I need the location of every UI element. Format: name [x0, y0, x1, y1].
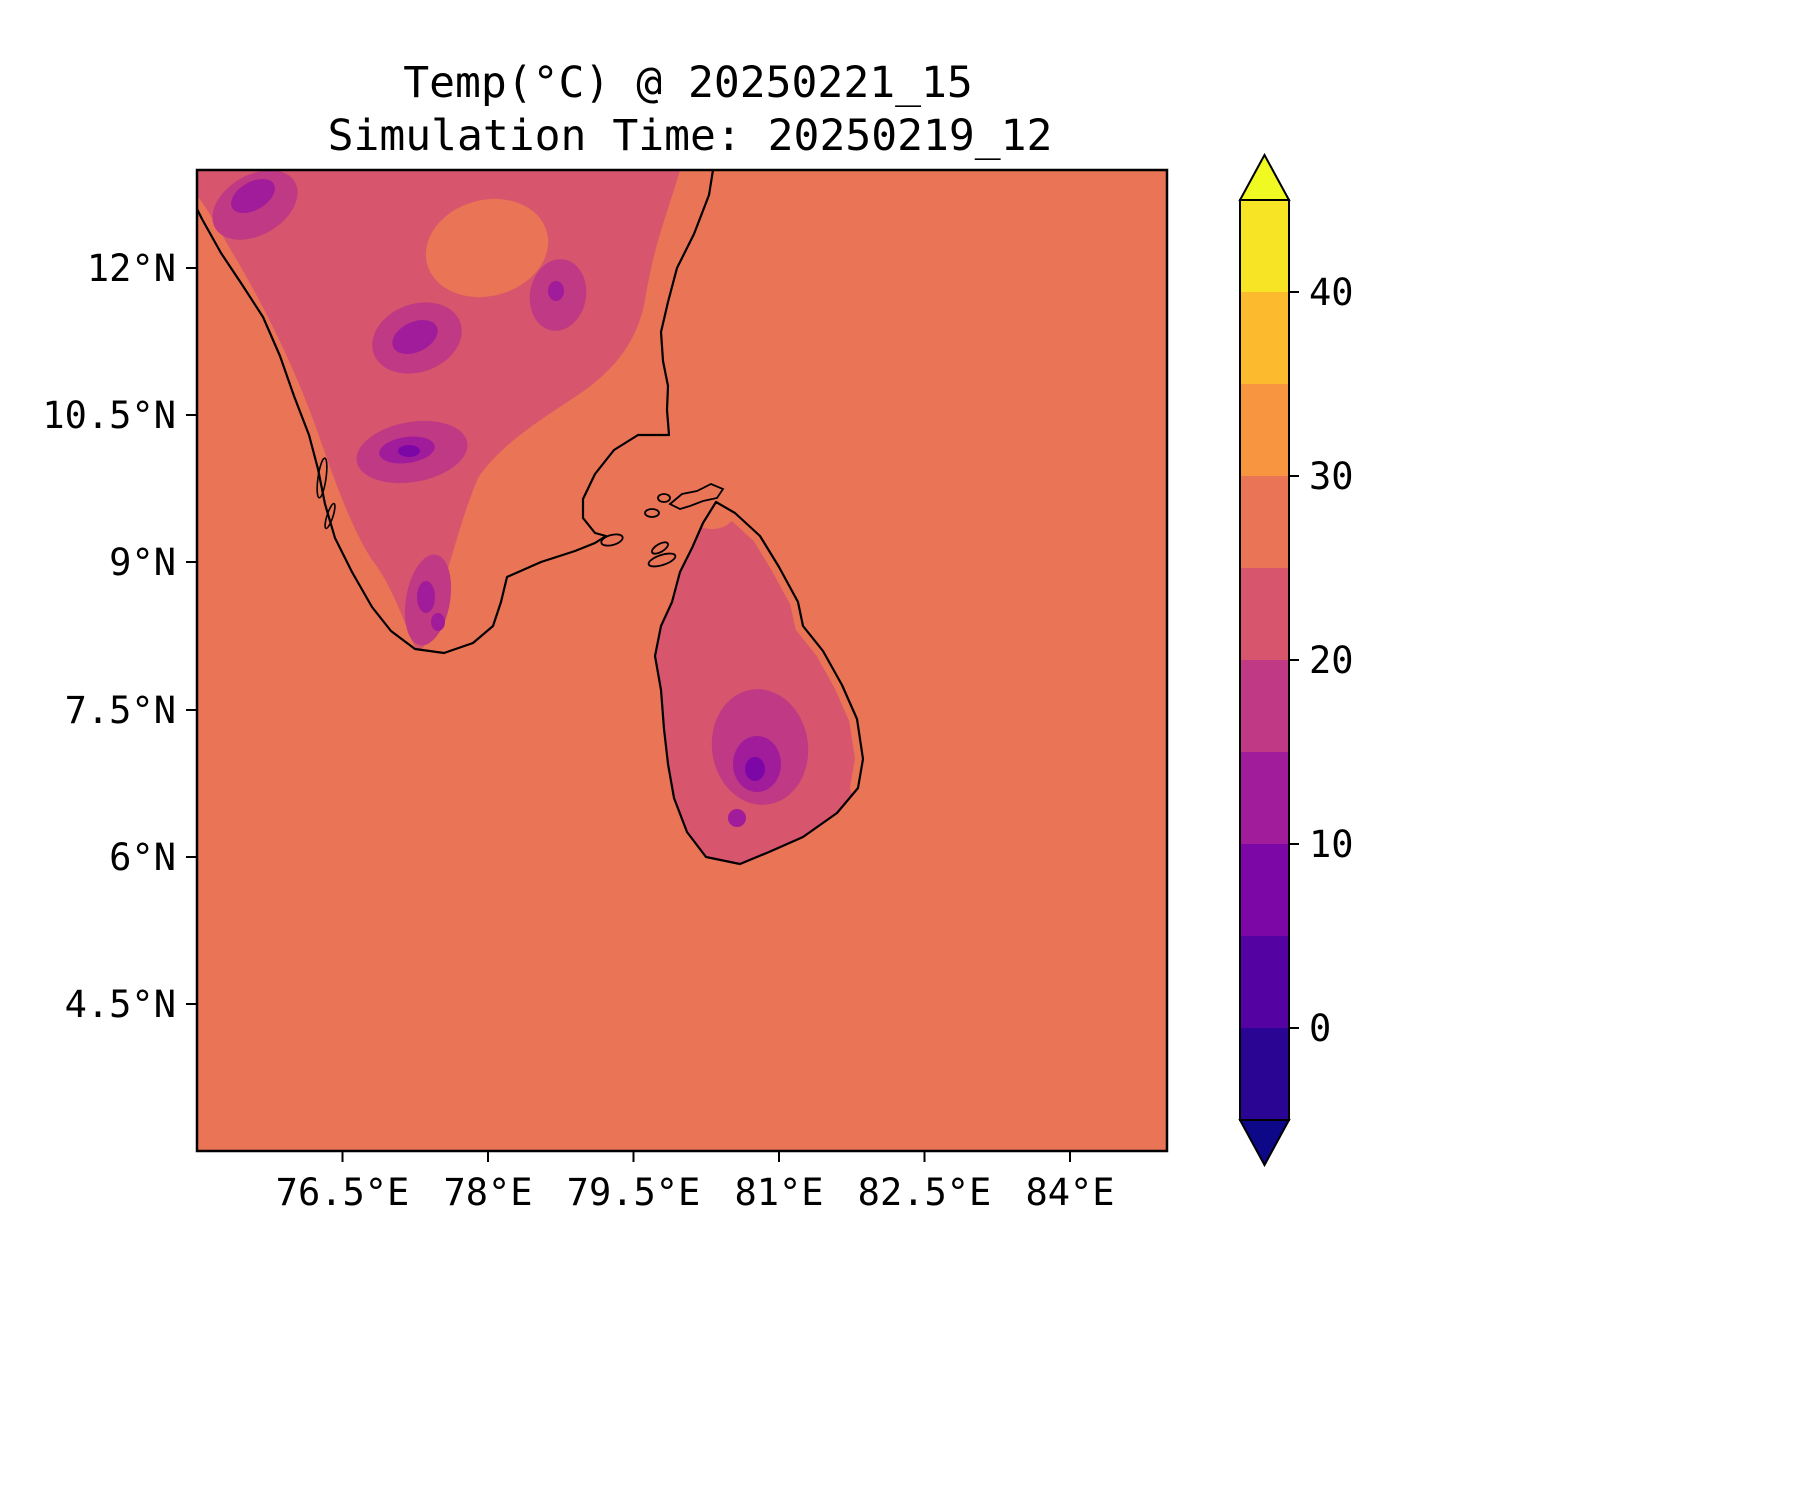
- rameswaram-island: [600, 533, 624, 547]
- colorbar-band: [1240, 200, 1289, 292]
- india-landmass: [197, 170, 680, 651]
- colorbar-tick-label: 40: [1309, 271, 1354, 314]
- mannar-island: [647, 552, 677, 568]
- india-warm-pocket: [425, 198, 549, 298]
- colorbar-band: [1240, 660, 1289, 752]
- peak-band-10-15: [392, 320, 438, 354]
- y-tick-label: 4.5°N: [65, 983, 176, 1026]
- y-tick-label: 9°N: [109, 541, 176, 584]
- x-tick-label: 81°E: [734, 1171, 823, 1214]
- lagoon-outline: [324, 502, 336, 530]
- y-tick-label: 12°N: [87, 247, 176, 290]
- x-tick-label: 79.5°E: [567, 1171, 701, 1214]
- peak-band-10-15: [548, 281, 564, 301]
- colorbar-band: [1240, 844, 1289, 936]
- chart-title: Temp(°C) @ 20250221_15: [403, 58, 973, 108]
- colorbar-tick-label: 20: [1309, 639, 1354, 682]
- y-tick-label: 6°N: [109, 836, 176, 879]
- island: [644, 508, 660, 518]
- peak-band-5-10: [398, 445, 420, 457]
- colorbar-band: [1240, 1028, 1289, 1120]
- colorbar-band: [1240, 292, 1289, 384]
- colorbar-tick-label: 30: [1309, 455, 1354, 498]
- colorbar-band: [1240, 936, 1289, 1028]
- colorbar-labels: 40 30 20 10 0: [1309, 271, 1354, 1050]
- highlands-band-10-15: [728, 809, 746, 827]
- jaffna-peninsula: [668, 483, 725, 510]
- colorbar: 40 30 20 10 0: [1238, 152, 1354, 1168]
- x-tick-label: 84°E: [1025, 1171, 1114, 1214]
- peak-band-10-15: [431, 613, 445, 631]
- colorbar-ticks: [1289, 291, 1299, 1029]
- colorbar-band: [1240, 384, 1289, 476]
- colorbar-tick-label: 0: [1309, 1007, 1331, 1050]
- colorbar-band: [1240, 568, 1289, 660]
- island: [657, 493, 671, 503]
- x-axis-ticks: [341, 1151, 1071, 1162]
- y-axis-ticks: [186, 267, 197, 1005]
- x-tick-label: 76.5°E: [276, 1171, 410, 1214]
- colorbar-band: [1240, 752, 1289, 844]
- small-islands: [600, 483, 725, 568]
- island: [651, 541, 669, 555]
- plot-frame: [195, 168, 1169, 1153]
- x-axis-labels: 76.5°E 78°E 79.5°E 81°E 82.5°E 84°E: [276, 1171, 1115, 1214]
- colorbar-band: [1240, 476, 1289, 568]
- highlands-band-5-10: [745, 757, 765, 781]
- sri-lanka-band-20-25: [655, 502, 863, 864]
- india-coastline: [197, 170, 715, 655]
- y-axis-labels: 12°N 10.5°N 9°N 7.5°N 6°N 4.5°N: [42, 247, 176, 1026]
- x-tick-label: 82.5°E: [858, 1171, 992, 1214]
- colorbar-under-arrow: [1238, 1119, 1291, 1168]
- y-tick-label: 10.5°N: [42, 394, 176, 437]
- kerala-backwater-lagoons: [316, 457, 336, 530]
- map-plot-area: [197, 170, 1167, 1151]
- chart-subtitle: Simulation Time: 20250219_12: [328, 111, 1053, 161]
- lagoon-outline: [316, 457, 328, 499]
- colorbar-tick-label: 10: [1309, 823, 1354, 866]
- x-tick-label: 78°E: [443, 1171, 532, 1214]
- colorbar-over-arrow: [1238, 152, 1291, 201]
- sri-lanka-coastline: [653, 500, 865, 866]
- peak-band-10-15: [417, 581, 435, 613]
- y-tick-label: 7.5°N: [65, 689, 176, 732]
- peak-band-10-15: [231, 178, 275, 214]
